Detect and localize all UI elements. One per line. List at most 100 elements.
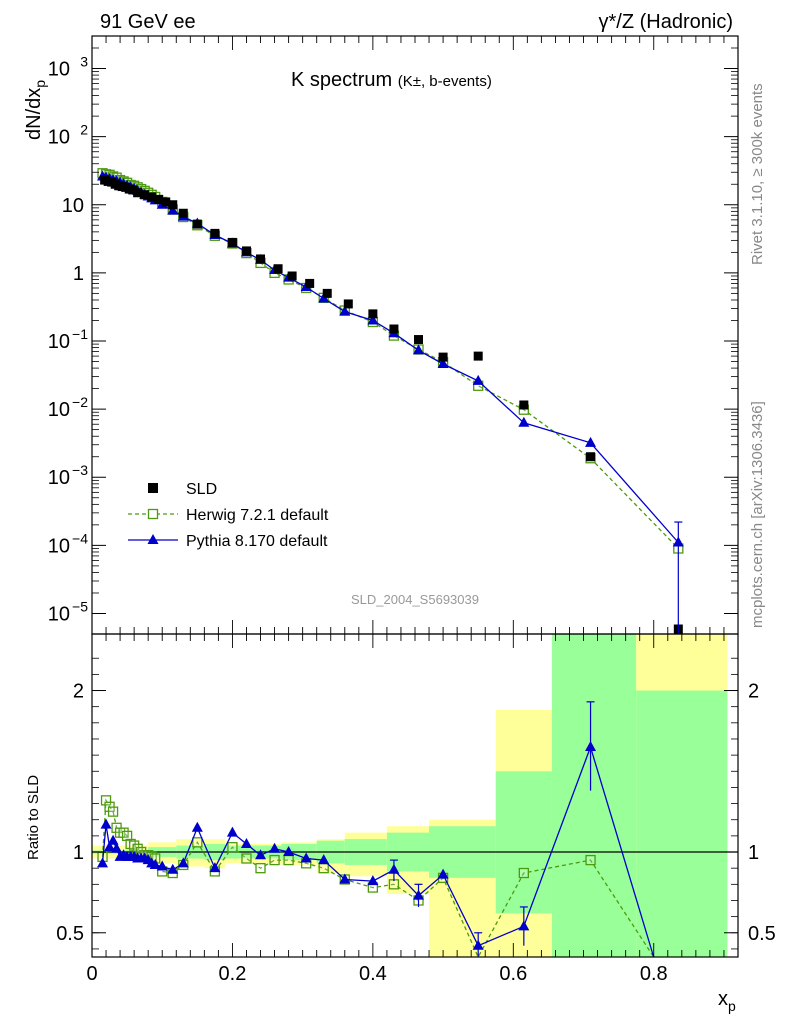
sld-point	[368, 309, 378, 319]
pythia-main-point	[339, 305, 351, 316]
main-ytick-label: 10	[48, 467, 70, 489]
sld-point	[140, 190, 150, 200]
legend-label-pythia: Pythia 8.170 default	[186, 533, 328, 550]
ratio-ytick-label-right: 0.5	[748, 923, 776, 945]
pythia-main-point	[367, 314, 379, 325]
herwig-ratio-point	[255, 863, 266, 874]
herwig-ratio-point	[100, 795, 112, 806]
main-ytick-label: 1	[73, 263, 84, 285]
main-ytick-exponent: −2	[72, 394, 88, 410]
xtick-label: 0.6	[499, 963, 527, 985]
ratio-series-group	[97, 701, 655, 959]
ratio-ytick-label: 2	[73, 681, 84, 703]
sld-point	[343, 299, 353, 309]
herwig-ratio-point	[269, 854, 280, 866]
ratio-uncertainty-bands	[92, 634, 738, 957]
plot-title-sub: (K±, b-events)	[398, 73, 492, 90]
pythia-ratio-point	[104, 841, 116, 852]
ratio-ytick-label-right: 1	[748, 842, 759, 864]
sld-point	[273, 264, 283, 274]
herwig-ratio-point	[192, 837, 203, 848]
main-ytick-exponent: −3	[72, 462, 88, 478]
sld-point	[128, 185, 138, 195]
herwig-ratio-point	[118, 827, 129, 838]
herwig-ratio-point	[227, 842, 238, 853]
pythia-ratio-point	[100, 818, 112, 829]
sld-point	[438, 352, 448, 362]
main-ytick-label: 10	[48, 399, 70, 421]
sld-point	[256, 254, 266, 264]
herwig-ratio-point	[283, 854, 294, 866]
pythia-ratio-point	[226, 826, 238, 837]
herwig-ratio-point	[241, 853, 252, 864]
main-ytick-label: 10	[48, 603, 70, 625]
header-right: γ*/Z (Hadronic)	[599, 11, 733, 33]
main-ytick-label: 10	[48, 59, 70, 81]
ratio-ytick-label: 1	[73, 842, 84, 864]
herwig-ratio-point	[388, 879, 400, 890]
sld-point	[322, 288, 332, 298]
legend-pythia-marker	[147, 534, 159, 544]
pythia-main-point	[413, 344, 425, 355]
main-ylabel: dN/dxp	[23, 80, 48, 140]
pythia-ratio-point	[97, 857, 109, 868]
pythia-ratio-point	[167, 863, 179, 874]
legend-label-sld: SLD	[186, 481, 217, 498]
xtick-label: 0.2	[219, 963, 247, 985]
herwig-ratio-point	[518, 867, 529, 879]
sld-point	[168, 200, 178, 210]
main-ytick-label: 10	[48, 535, 70, 557]
sld-point	[473, 351, 483, 361]
rivet-label: Rivet 3.1.10, ≥ 300k events	[749, 83, 766, 265]
sld-point	[147, 192, 157, 202]
herwig-ratio-point	[121, 830, 133, 842]
main-ytick-exponent: −5	[72, 598, 88, 614]
pythia-ratio-point	[283, 846, 295, 857]
pythia-ratio-point	[269, 842, 281, 853]
main-ytick-label: 10	[62, 195, 84, 217]
main-ytick-label: 10	[48, 127, 70, 149]
analysis-watermark: SLD_2004_S5693039	[351, 592, 479, 607]
pythia-ratio-point	[437, 868, 449, 879]
herwig-ratio-point	[128, 840, 140, 851]
pythia-ratio-point	[367, 875, 379, 886]
herwig-ratio-point	[107, 806, 119, 817]
plot-title: K spectrum (K±, b-events)	[291, 69, 492, 91]
sld-point	[161, 197, 171, 207]
sld-point	[178, 208, 188, 218]
plot-title-main: K spectrum	[291, 69, 392, 91]
legend: SLD Herwig 7.2.1 default Pythia 8.170 defa…	[128, 481, 329, 550]
main-ytick-exponent: 3	[80, 54, 88, 70]
ratio-stat-band-10	[495, 771, 552, 914]
sld-point	[133, 188, 143, 198]
xtick-label: 0.4	[359, 963, 387, 985]
main-ytick-exponent: −4	[72, 530, 88, 546]
pythia-main-point	[167, 204, 179, 215]
xtick-label: 0	[86, 963, 97, 985]
ratio-ytick-label-right: 2	[748, 681, 759, 703]
main-ytick-label: 10	[48, 331, 70, 353]
herwig-ratio-point	[318, 863, 329, 874]
pythia-main-point	[585, 436, 597, 447]
pythia-ratio-point	[177, 857, 189, 868]
mcplots-label: mcplots.cern.ch [arXiv:1306.3436]	[749, 401, 766, 628]
sld-point	[210, 228, 220, 238]
pythia-ratio-point	[300, 852, 312, 863]
legend-label-herwig: Herwig 7.2.1 default	[186, 507, 329, 524]
pythia-ratio-point	[111, 842, 123, 853]
pythia-ratio-point	[107, 834, 119, 845]
pythia-ratio-point	[240, 837, 252, 848]
sld-point	[586, 452, 596, 462]
header-left: 91 GeV ee	[100, 11, 196, 33]
sld-point	[227, 237, 237, 247]
sld-point	[389, 324, 399, 334]
ratio-stat-band-11	[551, 634, 637, 957]
xlabel: xp	[718, 988, 736, 1014]
pythia-ratio-point	[149, 858, 161, 869]
sld-point	[154, 194, 164, 204]
sld-point	[192, 219, 202, 229]
xtick-label: 0.8	[640, 963, 668, 985]
herwig-ratio-point	[585, 854, 596, 866]
